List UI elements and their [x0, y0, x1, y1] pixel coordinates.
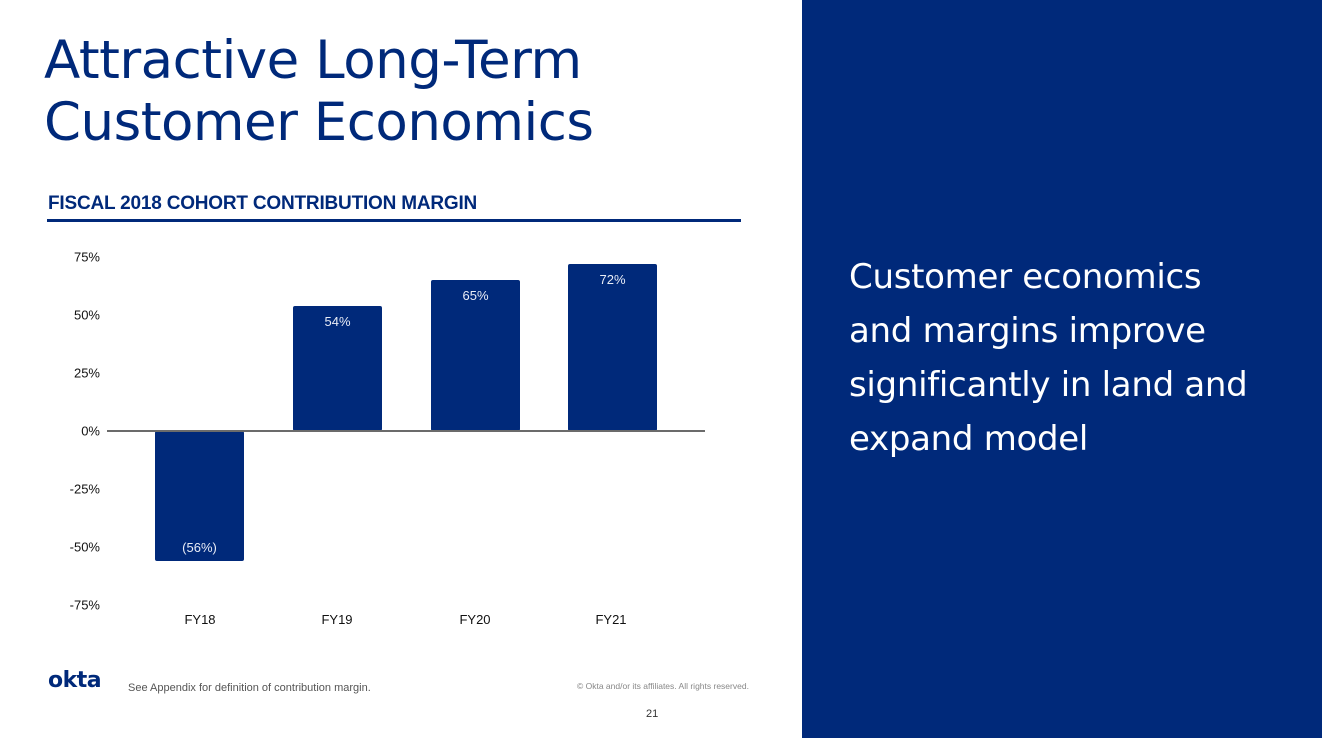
y-tick-neg25: -25% — [69, 481, 100, 497]
x-tick-fy18: FY18 — [184, 612, 216, 627]
chart-heading: FISCAL 2018 COHORT CONTRIBUTION MARGIN — [48, 193, 478, 214]
x-tick-fy19: FY19 — [321, 612, 353, 627]
footnote: See Appendix for definition of contribut… — [128, 682, 371, 694]
bar-chart: 75% 50% 25% 0% -25% -50% -75% (56%) 54% … — [69, 249, 705, 627]
title-line-2: Customer Economics — [44, 92, 594, 153]
callout-text: Customer economics and margins improve s… — [849, 250, 1289, 466]
y-tick-25: 25% — [73, 365, 100, 381]
copyright-notice: © Okta and/or its affiliates. All rights… — [577, 681, 749, 691]
callout-line-1: Customer economics — [849, 257, 1202, 297]
side-callout-panel — [802, 0, 1322, 738]
y-tick-neg50: -50% — [69, 539, 100, 555]
bar-fy21: 72% — [568, 264, 657, 431]
slide-content-panel: Attractive Long-Term Customer Economics … — [44, 30, 764, 720]
bar-value-label: (56%) — [182, 540, 217, 555]
bar-fy19: 54% — [293, 306, 382, 431]
okta-logo: okta — [48, 668, 102, 693]
bar-fy18: (56%) — [155, 431, 244, 561]
bar-value-label: 54% — [324, 314, 351, 329]
title-line-1: Attractive Long-Term — [44, 30, 582, 91]
y-tick-neg75: -75% — [69, 597, 100, 613]
bar-fy20: 65% — [431, 280, 520, 431]
heading-divider — [47, 219, 741, 222]
x-tick-fy20: FY20 — [459, 612, 491, 627]
zero-baseline — [107, 430, 705, 432]
callout-line-4: expand model — [849, 419, 1089, 459]
bar-value-label: 65% — [462, 288, 489, 303]
bar-value-label: 72% — [599, 272, 626, 287]
x-tick-fy21: FY21 — [595, 612, 627, 627]
page-number: 21 — [646, 708, 659, 720]
y-tick-0: 0% — [81, 423, 100, 439]
y-tick-50: 50% — [73, 307, 100, 323]
page-title: Attractive Long-Term Customer Economics — [44, 30, 764, 154]
callout-line-2: and margins improve — [849, 311, 1206, 351]
callout-line-3: significantly in land and — [849, 365, 1248, 405]
y-tick-75: 75% — [73, 249, 100, 265]
